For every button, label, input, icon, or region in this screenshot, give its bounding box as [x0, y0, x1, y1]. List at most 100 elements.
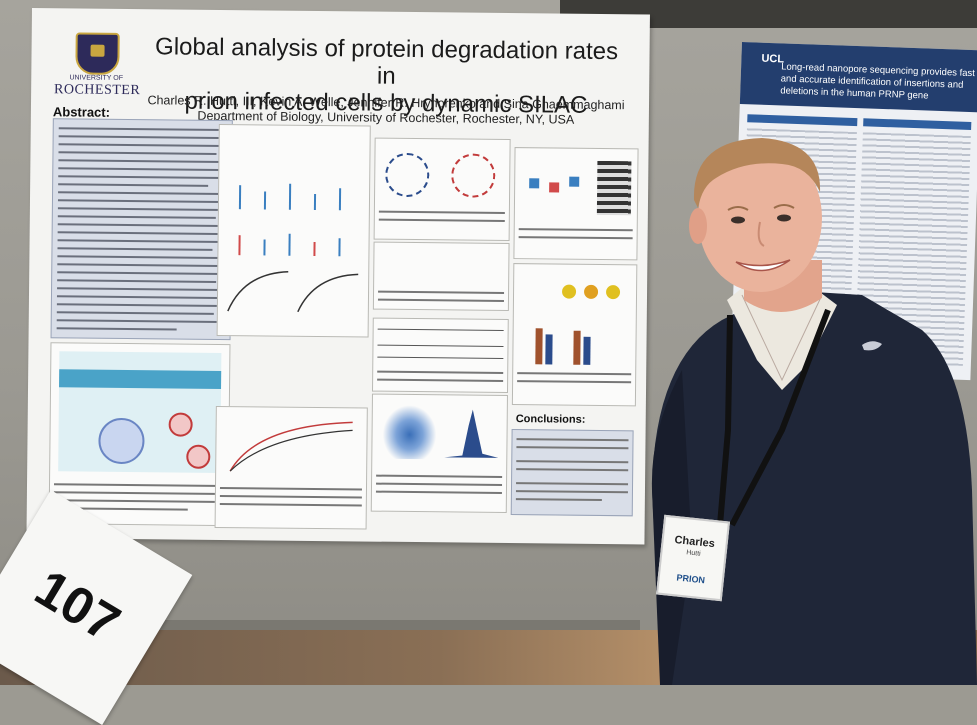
neighbor-poster-title: Long-read nanopore sequencing provides f…: [780, 61, 976, 102]
text-line: [56, 311, 214, 315]
caption-line: [516, 438, 629, 441]
abstract-box: [50, 118, 233, 341]
spectrum-peak: [338, 188, 342, 211]
lysosome-shape: [186, 444, 211, 469]
text-line: [58, 167, 220, 171]
caption-line: [377, 370, 504, 374]
booth-number: 107: [25, 559, 130, 654]
activity-bar: [583, 336, 591, 365]
poster-title-line-1: Global analysis of protein degradation r…: [154, 33, 619, 90]
caption-line: [516, 468, 629, 471]
activity-bar: [545, 334, 553, 365]
caption-line: [516, 482, 629, 485]
lanyard: [717, 314, 733, 526]
neighbor-section-band: [747, 114, 858, 127]
caption-line: [219, 486, 362, 490]
spectrum-peak: [238, 235, 241, 256]
decay-curves: [227, 270, 359, 313]
caption-line: [219, 494, 362, 498]
text-line: [57, 287, 223, 292]
conclusions-box: [510, 429, 634, 517]
nucleus-shape: [98, 417, 145, 465]
spectrum-peak: [263, 191, 267, 210]
board-rail: [120, 620, 640, 630]
caption-line: [517, 372, 632, 375]
smile: [735, 259, 791, 272]
western-blot: [596, 160, 632, 216]
scatter-density: [382, 404, 437, 460]
university-name: ROCHESTER: [53, 82, 141, 99]
spectrum-peak: [313, 241, 316, 256]
vesicle-icon: [561, 284, 577, 299]
caption-line: [378, 210, 505, 214]
caption-line: [377, 298, 504, 302]
caption-line: [378, 218, 505, 222]
figure-halving: [214, 405, 368, 530]
activity-bar: [535, 328, 543, 365]
text-line: [57, 279, 217, 283]
text-line: [57, 239, 224, 244]
conclusions-heading: Conclusions:: [515, 413, 586, 426]
spectrum-peak: [238, 185, 242, 210]
text-line: [56, 327, 177, 331]
box-plot: [569, 176, 580, 187]
figure-cell-diagram: [48, 342, 231, 527]
caption-line: [516, 446, 629, 449]
caption-line: [376, 482, 503, 486]
text-line: [57, 247, 213, 251]
caption-line: [377, 378, 504, 382]
caption-line: [219, 502, 362, 506]
caption-line: [515, 498, 602, 501]
lysosome-shape: [168, 412, 193, 437]
caption-line: [516, 460, 629, 463]
name-badge: Charles Hutti PRION: [655, 514, 731, 602]
text-line: [58, 127, 224, 132]
figure-go-analysis: [513, 147, 639, 261]
table-rule: [377, 356, 504, 359]
spectrum-peak: [263, 239, 266, 256]
conclusions-section: Conclusions:: [510, 413, 634, 518]
caption-line: [518, 236, 633, 239]
text-line: [57, 263, 220, 267]
caption-line: [517, 380, 632, 383]
text-line: [58, 151, 217, 155]
caption-line: [518, 228, 633, 231]
figure-spectra: [216, 123, 371, 338]
sweater-logo: [862, 341, 882, 351]
halving-curve: [229, 421, 353, 472]
text-line: [57, 231, 218, 235]
caption-line: [53, 499, 224, 503]
neighbor-poster-header: UCL Long-read nanopore sequencing provid…: [739, 42, 977, 113]
table-rule: [377, 328, 504, 331]
text-line: [57, 271, 224, 276]
caption-line: [515, 490, 628, 493]
table-rule: [377, 344, 504, 347]
text-line: [56, 303, 223, 308]
histogram: [444, 409, 499, 458]
caption-line: [378, 290, 505, 294]
text-line: [58, 191, 224, 196]
caption-line: [376, 474, 503, 478]
text-line: [58, 143, 225, 148]
neighbor-section-band: [863, 118, 972, 131]
presenter-person: [651, 138, 977, 685]
cell-icon: [451, 153, 496, 198]
figure-prion-clearance: [373, 137, 511, 242]
ear: [689, 208, 707, 244]
university-name-top: UNIVERSITY OF: [69, 74, 124, 82]
research-poster: UNIVERSITY OF ROCHESTER Global analysis …: [26, 8, 650, 545]
text-line: [58, 135, 219, 139]
spectrum-peak: [288, 183, 292, 210]
vesicle-icon: [583, 284, 599, 299]
lanyard: [729, 308, 831, 527]
text-line: [57, 215, 216, 219]
membrane-band: [59, 369, 222, 390]
spectrum-peak: [338, 238, 341, 257]
spectrum-peak: [313, 193, 317, 210]
face: [698, 144, 822, 292]
table-coverage: [372, 317, 509, 394]
text-line: [57, 207, 224, 212]
figure-workflow: [372, 241, 510, 312]
hair: [693, 138, 821, 208]
text-line: [57, 223, 222, 227]
